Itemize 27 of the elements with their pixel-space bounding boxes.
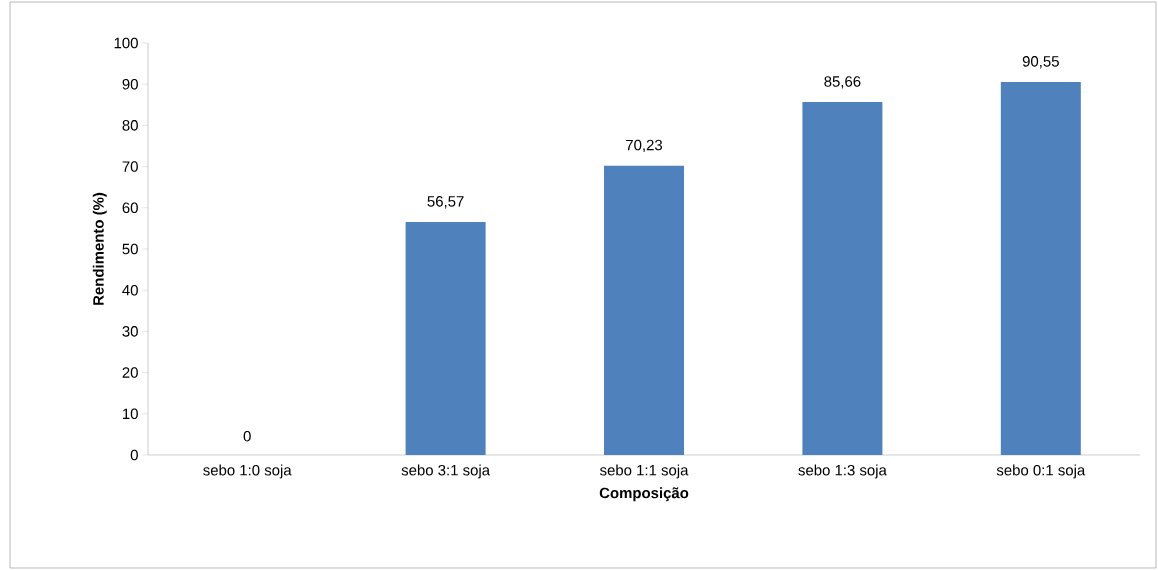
x-axis-title: Composição <box>599 487 689 502</box>
data-label: 0 <box>243 430 251 442</box>
x-tick-label: sebo 1:1 soja <box>599 464 689 479</box>
bar <box>1000 81 1081 455</box>
y-tick-label: 100 <box>114 37 138 49</box>
y-axis-title: Rendimento (%) <box>92 192 107 305</box>
y-tick-label: 20 <box>122 367 138 378</box>
y-tick-label: 60 <box>122 202 138 214</box>
x-tick-label: sebo 1:0 soja <box>203 464 292 479</box>
data-label: 90,55 <box>1022 56 1059 69</box>
y-tick-label: 70 <box>122 161 138 172</box>
y-tick-label: 30 <box>122 326 138 337</box>
bar <box>802 102 883 455</box>
data-label: 56,57 <box>427 196 464 209</box>
y-tick-label: 0 <box>130 449 138 461</box>
data-label: 85,66 <box>824 76 861 89</box>
data-label: 70,23 <box>626 139 663 153</box>
bar <box>604 165 685 455</box>
x-tick-label: sebo 1:3 soja <box>798 464 887 479</box>
x-tick-label: sebo 3:1 soja <box>401 464 491 479</box>
y-tick-label: 80 <box>122 120 138 131</box>
y-tick-label: 10 <box>123 408 138 420</box>
y-tick-label: 40 <box>122 284 138 296</box>
y-tick-label: 50 <box>122 243 138 255</box>
bar <box>405 221 486 455</box>
y-tick-label: 90 <box>122 78 138 90</box>
x-tick-label: sebo 0:1 soja <box>996 464 1086 479</box>
